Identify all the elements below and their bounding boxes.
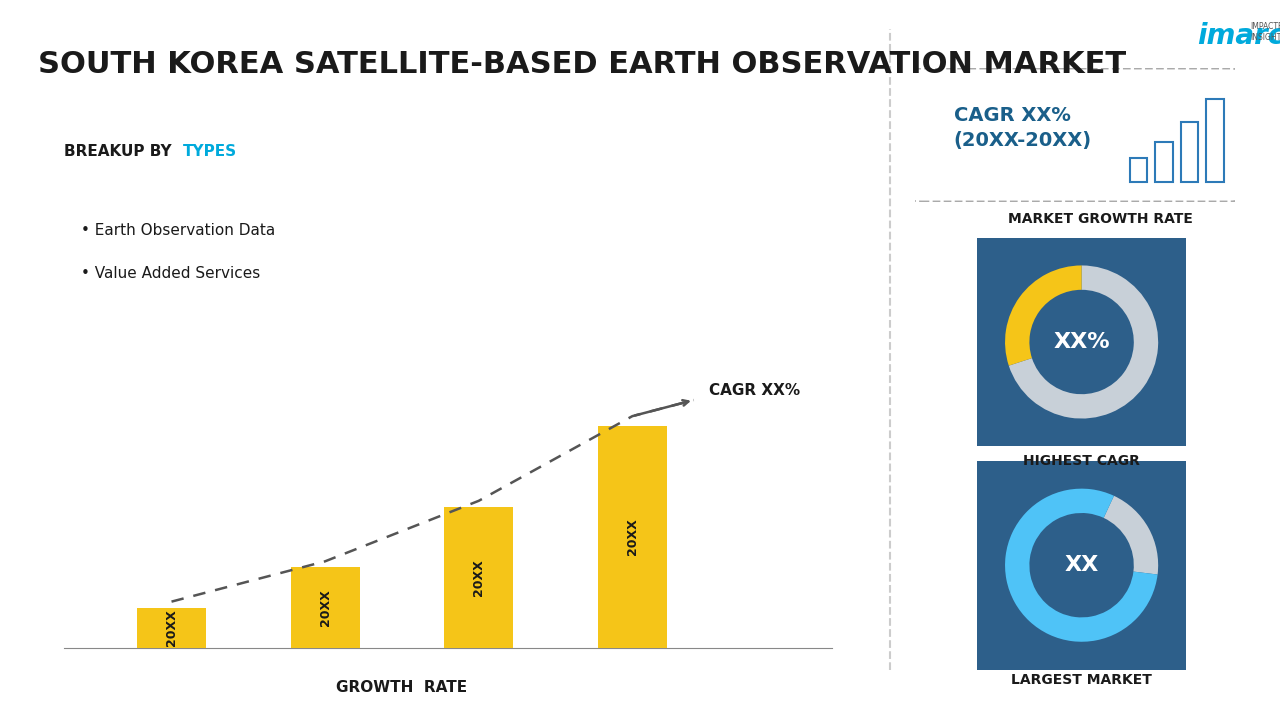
Bar [137,608,206,648]
Text: 20XX: 20XX [319,589,332,626]
Text: 20XX: 20XX [472,559,485,596]
Text: GROWTH  RATE: GROWTH RATE [337,680,467,696]
Text: • Earth Observation Data: • Earth Observation Data [81,223,275,238]
FancyBboxPatch shape [969,452,1194,678]
Text: • Value Added Services: • Value Added Services [81,266,260,281]
Wedge shape [1009,266,1158,418]
Text: BREAKUP BY: BREAKUP BY [64,144,177,159]
Bar [444,507,513,648]
Text: CAGR XX%: CAGR XX% [709,383,800,398]
Text: imarc: imarc [1197,22,1280,50]
FancyBboxPatch shape [969,229,1194,455]
Bar [598,426,667,648]
Text: HIGHEST CAGR: HIGHEST CAGR [1023,454,1140,467]
FancyBboxPatch shape [906,68,1245,202]
Text: IMPACTFUL
INSIGHTS: IMPACTFUL INSIGHTS [1251,22,1280,42]
Bar [291,567,360,648]
Wedge shape [1005,489,1157,642]
Text: LARGEST MARKET: LARGEST MARKET [1011,673,1152,687]
Text: 20XX: 20XX [626,518,639,556]
FancyBboxPatch shape [36,177,809,327]
Wedge shape [1103,496,1158,575]
Text: CAGR XX%
(20XX-20XX): CAGR XX% (20XX-20XX) [954,107,1092,150]
Text: XX: XX [1065,555,1098,575]
Text: XX%: XX% [1053,332,1110,352]
Text: TYPES: TYPES [183,144,237,159]
Wedge shape [1005,266,1082,366]
Text: 20XX: 20XX [165,609,178,647]
Text: MARKET GROWTH RATE: MARKET GROWTH RATE [1009,212,1193,226]
Text: SOUTH KOREA SATELLITE-BASED EARTH OBSERVATION MARKET: SOUTH KOREA SATELLITE-BASED EARTH OBSERV… [38,50,1126,79]
